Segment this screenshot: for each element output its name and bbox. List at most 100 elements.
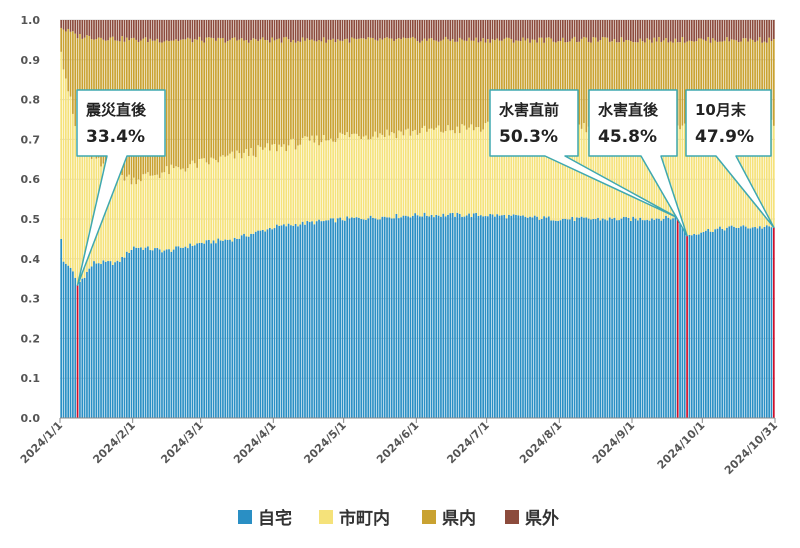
bar-segment-県外 [543,20,545,43]
bar-segment-市町内 [519,128,522,216]
bar-segment-市町内 [142,174,145,250]
bar-segment-県内 [430,38,433,129]
bar-segment-市町内 [545,125,548,218]
bar-segment-市町内 [149,175,152,251]
y-tick-label: 0.0 [21,412,41,425]
legend-label: 市町内 [339,508,390,529]
bar-segment-市町内 [208,164,210,240]
bar-segment-自宅 [125,251,128,418]
bar-segment-県内 [409,37,412,136]
bar-segment-県外 [594,20,597,38]
bar-segment-県内 [268,42,271,151]
bar-segment-市町内 [236,150,238,239]
bar-segment-県内 [498,40,501,126]
bar-segment-県外 [60,20,63,28]
bar-segment-県内 [447,39,449,126]
bar-segment-県内 [716,41,719,122]
bar-segment-市町内 [348,137,351,219]
bar-segment-自宅 [625,217,627,418]
bar-segment-県外 [121,20,123,37]
bar-segment-県外 [170,20,173,41]
bar-segment-市町内 [524,123,527,217]
bar-segment-市町内 [409,135,412,218]
bar-segment-市町内 [517,130,520,216]
bar-segment-県内 [705,40,707,122]
y-tick-label: 0.6 [21,173,41,186]
bar-segment-県内 [240,38,243,159]
bar-segment-県内 [646,38,649,128]
bar-segment-県外 [580,20,583,39]
bar-segment-県外 [606,20,609,38]
bar-segment-自宅 [229,239,231,418]
bar-segment-県内 [524,40,527,124]
callout-box [489,89,679,219]
bar-segment-県外 [742,20,745,39]
bar-segment-県外 [116,20,119,41]
bar-segment-県内 [479,41,482,132]
bar-segment-自宅 [266,229,269,418]
bar-segment-県内 [547,37,550,127]
bar-segment-市町内 [632,128,635,217]
bar-segment-県外 [573,20,576,37]
bar-segment-県内 [768,37,770,119]
bar-segment-市町内 [503,125,506,215]
bar-segment-県内 [334,42,337,143]
bar-segment-市町内 [285,151,288,227]
bar-segment-市町内 [428,128,431,217]
bar-segment-県内 [458,37,461,134]
bar-segment-県外 [393,20,395,41]
bar-segment-自宅 [198,242,201,418]
bar-segment-自宅 [341,220,344,418]
bar-segment-県内 [482,38,484,130]
bar-segment-自宅 [472,213,475,418]
bar-segment-市町内 [304,136,306,225]
bar-segment-県内 [414,38,416,130]
bar-segment-県内 [683,42,686,124]
bar-segment-市町内 [601,129,604,219]
bar-segment-市町内 [372,136,374,218]
bar-segment-自宅 [215,243,217,418]
bar-segment-市町内 [477,127,480,216]
bar-segment-市町内 [526,123,529,218]
bar-segment-県外 [238,20,241,40]
bar-segment-市町内 [611,130,613,219]
bar-segment-自宅 [681,225,684,418]
bar-segment-自宅 [658,218,660,418]
bar-segment-市町内 [475,127,477,213]
bar-segment-県内 [737,42,740,124]
legend-item: 県外 [505,508,559,529]
bar-segment-市町内 [90,158,93,267]
bar-segment-県内 [416,41,419,135]
bar-segment-県内 [644,42,646,127]
bar-segment-県外 [770,20,773,41]
bar-segment-自宅 [130,249,133,418]
bar-segment-市町内 [681,125,684,226]
bar-segment-県内 [522,37,524,128]
bar-segment-自宅 [622,216,625,418]
bar-segment-自宅 [484,216,487,418]
bar-segment-県内 [193,39,196,164]
bar-segment-自宅 [299,224,302,418]
bar-segment-自宅 [367,218,370,418]
bar-segment-県外 [189,20,191,39]
bar-segment-県外 [576,20,578,43]
bar-segment-市町内 [566,130,569,220]
bar-segment-市町内 [144,173,147,248]
bar-segment-市町内 [62,69,65,262]
bar-segment-県内 [707,36,710,123]
bar-segment-県外 [674,20,677,39]
bar-segment-市町内 [81,143,84,279]
bar-segment-自宅 [170,251,173,418]
bar-segment-県外 [681,20,684,38]
annotation-callout: 震災直後 33.4% [76,89,166,286]
bar-segment-県外 [400,20,402,40]
bar-segment-県外 [200,20,203,41]
bar-segment-自宅 [414,213,416,418]
bar-segment-市町内 [700,119,702,233]
bar-segment-県内 [489,42,492,123]
bar-segment-県外 [705,20,707,41]
bar-segment-自宅 [318,219,320,418]
bar-segment-自宅 [100,264,102,418]
bar-segment-県外 [646,20,649,39]
bar-segment-県外 [634,20,637,43]
